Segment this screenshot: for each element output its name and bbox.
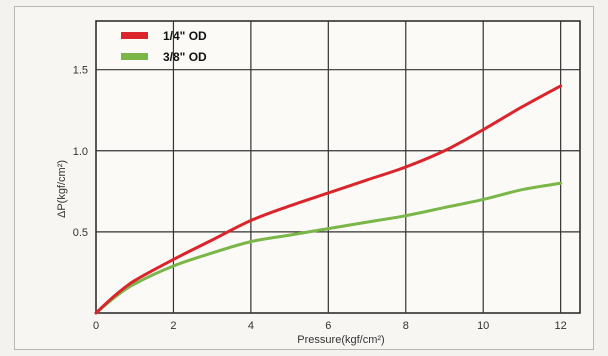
x-tick-label: 8 [403,320,409,332]
grid [96,21,580,313]
x-tick-labels: 0 2 4 6 8 10 12 [93,320,567,332]
series-line-1 [94,181,563,315]
series-lines [94,84,563,315]
x-tick-label: 0 [93,320,99,332]
x-tick-label: 12 [555,320,567,332]
y-tick-label: 1.5 [73,65,88,77]
y-tick-labels: 0.5 1.0 1.5 [73,65,88,239]
legend-swatch-0 [121,32,148,39]
legend-swatch-1 [121,53,148,60]
x-tick-label: 10 [477,320,489,332]
chart: 0 2 4 6 8 10 12 0.5 1.0 1.5 1/4" OD 3/8" OD Press… [56,20,581,346]
chart-frame: 0 2 4 6 8 10 12 0.5 1.0 1.5 1/4" OD 3/8" OD Press… [14,6,594,350]
x-tick-label: 6 [325,320,331,332]
legend-label-1: 3/8" OD [163,50,207,64]
legend-label-0: 1/4" OD [163,29,207,43]
series-line-0 [94,84,563,315]
x-tick-label: 4 [248,320,254,332]
y-tick-label: 1.0 [73,146,88,158]
legend: 1/4" OD 3/8" OD [121,29,207,64]
x-tick-label: 2 [170,320,176,332]
y-axis-label: ΔP(kgf/cm²) [56,160,68,218]
y-tick-label: 0.5 [73,227,88,239]
x-axis-label: Pressure(kgf/cm²) [297,334,384,346]
